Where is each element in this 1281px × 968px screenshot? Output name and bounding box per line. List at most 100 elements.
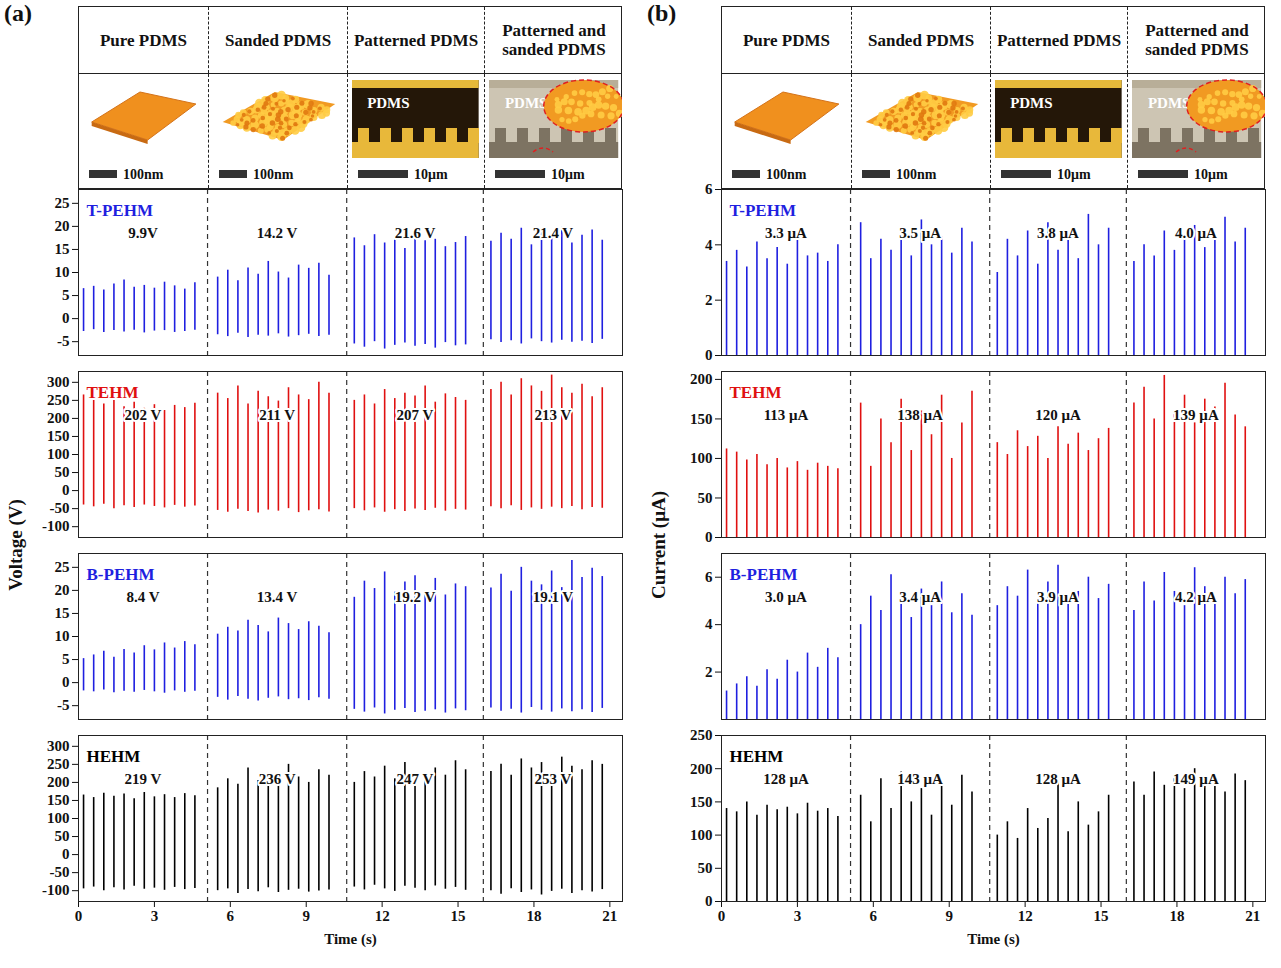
svg-text:HEHM: HEHM	[87, 747, 141, 766]
svg-text:3: 3	[151, 908, 159, 924]
svg-text:0: 0	[75, 908, 83, 924]
svg-text:219 V: 219 V	[125, 771, 162, 787]
svg-text:4: 4	[705, 237, 713, 253]
svg-text:-5: -5	[57, 697, 70, 713]
svg-text:21.6 V: 21.6 V	[395, 225, 436, 241]
svg-text:T-PEHM: T-PEHM	[730, 201, 796, 220]
svg-text:-50: -50	[50, 500, 70, 516]
svg-text:Time (s): Time (s)	[967, 931, 1020, 948]
svg-text:-100: -100	[42, 518, 70, 534]
svg-text:3.0 μA: 3.0 μA	[765, 589, 807, 605]
svg-text:100: 100	[47, 810, 70, 826]
svg-text:-100: -100	[42, 882, 70, 898]
svg-text:200: 200	[47, 774, 70, 790]
svg-text:18: 18	[526, 908, 541, 924]
svg-text:10: 10	[55, 264, 70, 280]
svg-text:15: 15	[55, 241, 70, 257]
svg-text:0: 0	[62, 674, 70, 690]
svg-text:0: 0	[62, 482, 70, 498]
svg-text:150: 150	[47, 792, 70, 808]
svg-text:128 μA: 128 μA	[1035, 771, 1081, 787]
svg-text:236 V: 236 V	[259, 771, 296, 787]
svg-text:3.8 μA: 3.8 μA	[1037, 225, 1079, 241]
svg-text:9: 9	[302, 908, 310, 924]
svg-text:211 V: 211 V	[259, 407, 295, 423]
svg-text:21: 21	[1245, 908, 1260, 924]
svg-text:15: 15	[55, 605, 70, 621]
svg-text:9: 9	[945, 908, 953, 924]
svg-text:18: 18	[1169, 908, 1184, 924]
svg-text:3.4 μA: 3.4 μA	[899, 589, 941, 605]
svg-text:150: 150	[47, 428, 70, 444]
svg-text:21.4 V: 21.4 V	[533, 225, 574, 241]
svg-text:3: 3	[794, 908, 802, 924]
svg-text:10μm: 10μm	[1057, 167, 1091, 182]
svg-text:143 μA: 143 μA	[897, 771, 943, 787]
svg-text:300: 300	[47, 738, 70, 754]
svg-text:207 V: 207 V	[397, 407, 434, 423]
svg-text:250: 250	[690, 727, 713, 743]
svg-text:15: 15	[451, 908, 466, 924]
svg-text:100nm: 100nm	[766, 167, 807, 182]
svg-text:13.4 V: 13.4 V	[257, 589, 298, 605]
svg-text:150: 150	[690, 794, 713, 810]
svg-text:100nm: 100nm	[253, 167, 294, 182]
svg-text:0: 0	[705, 893, 713, 909]
svg-text:120 μA: 120 μA	[1035, 407, 1081, 423]
svg-text:300: 300	[47, 374, 70, 390]
svg-text:-50: -50	[50, 864, 70, 880]
svg-text:PDMS: PDMS	[1010, 95, 1053, 111]
svg-text:4.0 μA: 4.0 μA	[1175, 225, 1217, 241]
svg-text:4: 4	[705, 616, 713, 632]
svg-text:200: 200	[47, 410, 70, 426]
svg-text:TEHM: TEHM	[730, 383, 782, 402]
svg-text:0: 0	[705, 347, 713, 363]
svg-text:100: 100	[47, 446, 70, 462]
svg-text:25: 25	[55, 195, 70, 211]
svg-text:3.5 μA: 3.5 μA	[899, 225, 941, 241]
svg-text:200: 200	[690, 371, 713, 387]
svg-text:149 μA: 149 μA	[1173, 771, 1219, 787]
svg-text:B-PEHM: B-PEHM	[87, 565, 155, 584]
svg-text:20: 20	[55, 582, 70, 598]
svg-text:10μm: 10μm	[1194, 167, 1228, 182]
svg-text:19.2 V: 19.2 V	[395, 589, 436, 605]
svg-text:6: 6	[705, 181, 713, 197]
svg-text:2: 2	[705, 292, 713, 308]
svg-text:200: 200	[690, 761, 713, 777]
svg-text:247 V: 247 V	[397, 771, 434, 787]
svg-text:8.4 V: 8.4 V	[126, 589, 159, 605]
svg-text:2: 2	[705, 664, 713, 680]
svg-text:HEHM: HEHM	[730, 747, 784, 766]
svg-text:10μm: 10μm	[551, 167, 585, 182]
svg-text:20: 20	[55, 218, 70, 234]
svg-text:B-PEHM: B-PEHM	[730, 565, 798, 584]
svg-text:14.2 V: 14.2 V	[257, 225, 298, 241]
svg-text:TEHM: TEHM	[87, 383, 139, 402]
svg-text:0: 0	[62, 846, 70, 862]
svg-text:25: 25	[55, 559, 70, 575]
svg-text:0: 0	[62, 310, 70, 326]
svg-text:100: 100	[690, 827, 713, 843]
svg-text:100: 100	[690, 450, 713, 466]
svg-text:10μm: 10μm	[414, 167, 448, 182]
svg-text:100nm: 100nm	[123, 167, 164, 182]
svg-text:202 V: 202 V	[125, 407, 162, 423]
svg-text:213 V: 213 V	[535, 407, 572, 423]
svg-text:9.9V: 9.9V	[128, 225, 158, 241]
svg-text:12: 12	[1018, 908, 1033, 924]
svg-text:T-PEHM: T-PEHM	[87, 201, 153, 220]
svg-text:253 V: 253 V	[535, 771, 572, 787]
svg-text:Time (s): Time (s)	[324, 931, 377, 948]
svg-text:150: 150	[690, 411, 713, 427]
svg-text:5: 5	[62, 287, 70, 303]
svg-text:250: 250	[47, 756, 70, 772]
svg-text:PDMS: PDMS	[505, 95, 548, 111]
svg-text:4.2 μA: 4.2 μA	[1175, 589, 1217, 605]
svg-text:50: 50	[698, 860, 713, 876]
svg-text:138 μA: 138 μA	[897, 407, 943, 423]
svg-text:15: 15	[1094, 908, 1109, 924]
svg-text:50: 50	[55, 828, 70, 844]
svg-text:100nm: 100nm	[896, 167, 937, 182]
svg-text:6: 6	[227, 908, 235, 924]
